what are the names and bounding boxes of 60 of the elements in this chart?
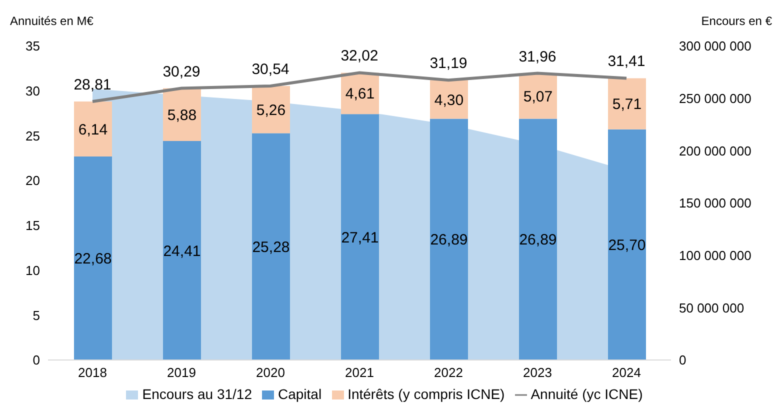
bar: [430, 80, 468, 119]
y2-tick-label: 200 000 000: [679, 143, 752, 158]
data-label: 27,41: [341, 229, 379, 246]
x-tick-label: 2022: [434, 365, 463, 380]
x-tick-label: 2019: [167, 365, 196, 380]
data-label: 31,41: [608, 53, 646, 70]
y-tick-label: 0: [32, 352, 40, 368]
y2-tick-label: 250 000 000: [679, 90, 752, 106]
y-tick-label: 30: [26, 83, 40, 98]
data-label: 28,81: [74, 76, 112, 94]
y2-tick-label: 300 000 000: [679, 38, 752, 54]
y-tick-label: 20: [26, 173, 40, 188]
y2-tick-label: 0: [679, 352, 686, 368]
data-label: 25,70: [608, 237, 646, 254]
x-tick-label: 2020: [256, 365, 285, 380]
y2-tick-label: 100 000 000: [679, 248, 752, 263]
x-tick-label: 2018: [78, 365, 107, 380]
data-label: 4,61: [345, 86, 375, 103]
legend-label: Intérêts (y compris ICNE): [348, 386, 505, 402]
legend-label: Encours au 31/12: [142, 386, 252, 402]
y-tick-label: 15: [26, 218, 40, 234]
y-tick-label: 5: [32, 308, 40, 323]
x-tick-label: 2023: [523, 365, 552, 380]
data-label: 5,07: [523, 88, 553, 106]
x-tick-label: 2024: [612, 365, 641, 380]
data-label: 6,14: [78, 121, 108, 138]
bar: [608, 78, 646, 130]
y-axis-title: Annuités en M€: [10, 14, 94, 28]
y2-tick-label: 50 000 000: [679, 300, 744, 316]
data-label: 26,89: [430, 232, 468, 249]
x-tick-label: 2021: [345, 365, 374, 380]
bar: [74, 156, 112, 360]
data-label: 5,88: [167, 106, 197, 124]
data-label: 4,30: [434, 92, 464, 109]
y-tick-label: 35: [26, 38, 40, 54]
data-label: 30,54: [252, 61, 290, 78]
data-label: 31,96: [518, 48, 556, 66]
data-label: 30,29: [162, 63, 200, 80]
bar: [252, 133, 290, 360]
data-label: 5,71: [612, 96, 642, 114]
y-tick-label: 25: [26, 128, 40, 144]
data-label: 5,26: [256, 102, 286, 119]
data-label: 31,19: [430, 55, 468, 72]
legend-label: Annuité (yc ICNE): [530, 386, 643, 402]
data-label: 22,68: [74, 250, 112, 268]
y-tick-label: 10: [26, 262, 40, 278]
y2-tick-label: 150 000 000: [679, 196, 752, 211]
data-label: 26,89: [519, 232, 557, 249]
data-label: 32,02: [340, 48, 378, 65]
bar: [430, 118, 468, 360]
data-label: 25,28: [252, 238, 290, 256]
bar: [519, 118, 557, 360]
legend-label: Capital: [278, 386, 322, 402]
y2-axis-title: Encours en €: [701, 14, 772, 28]
bar: [341, 114, 379, 360]
bar: [163, 141, 201, 360]
data-label: 24,41: [163, 242, 201, 260]
bar: [74, 101, 112, 157]
bar: [252, 86, 290, 134]
bar: [608, 129, 646, 360]
